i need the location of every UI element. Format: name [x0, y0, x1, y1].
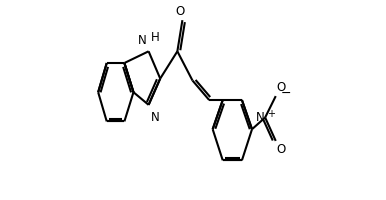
Text: O: O [176, 5, 185, 18]
Text: N: N [151, 111, 159, 124]
Text: −: − [281, 87, 291, 100]
Text: O: O [277, 143, 286, 156]
Text: H: H [151, 31, 159, 44]
Text: N: N [256, 111, 264, 124]
Text: N: N [138, 34, 147, 47]
Text: +: + [267, 109, 275, 119]
Text: O: O [277, 81, 286, 94]
